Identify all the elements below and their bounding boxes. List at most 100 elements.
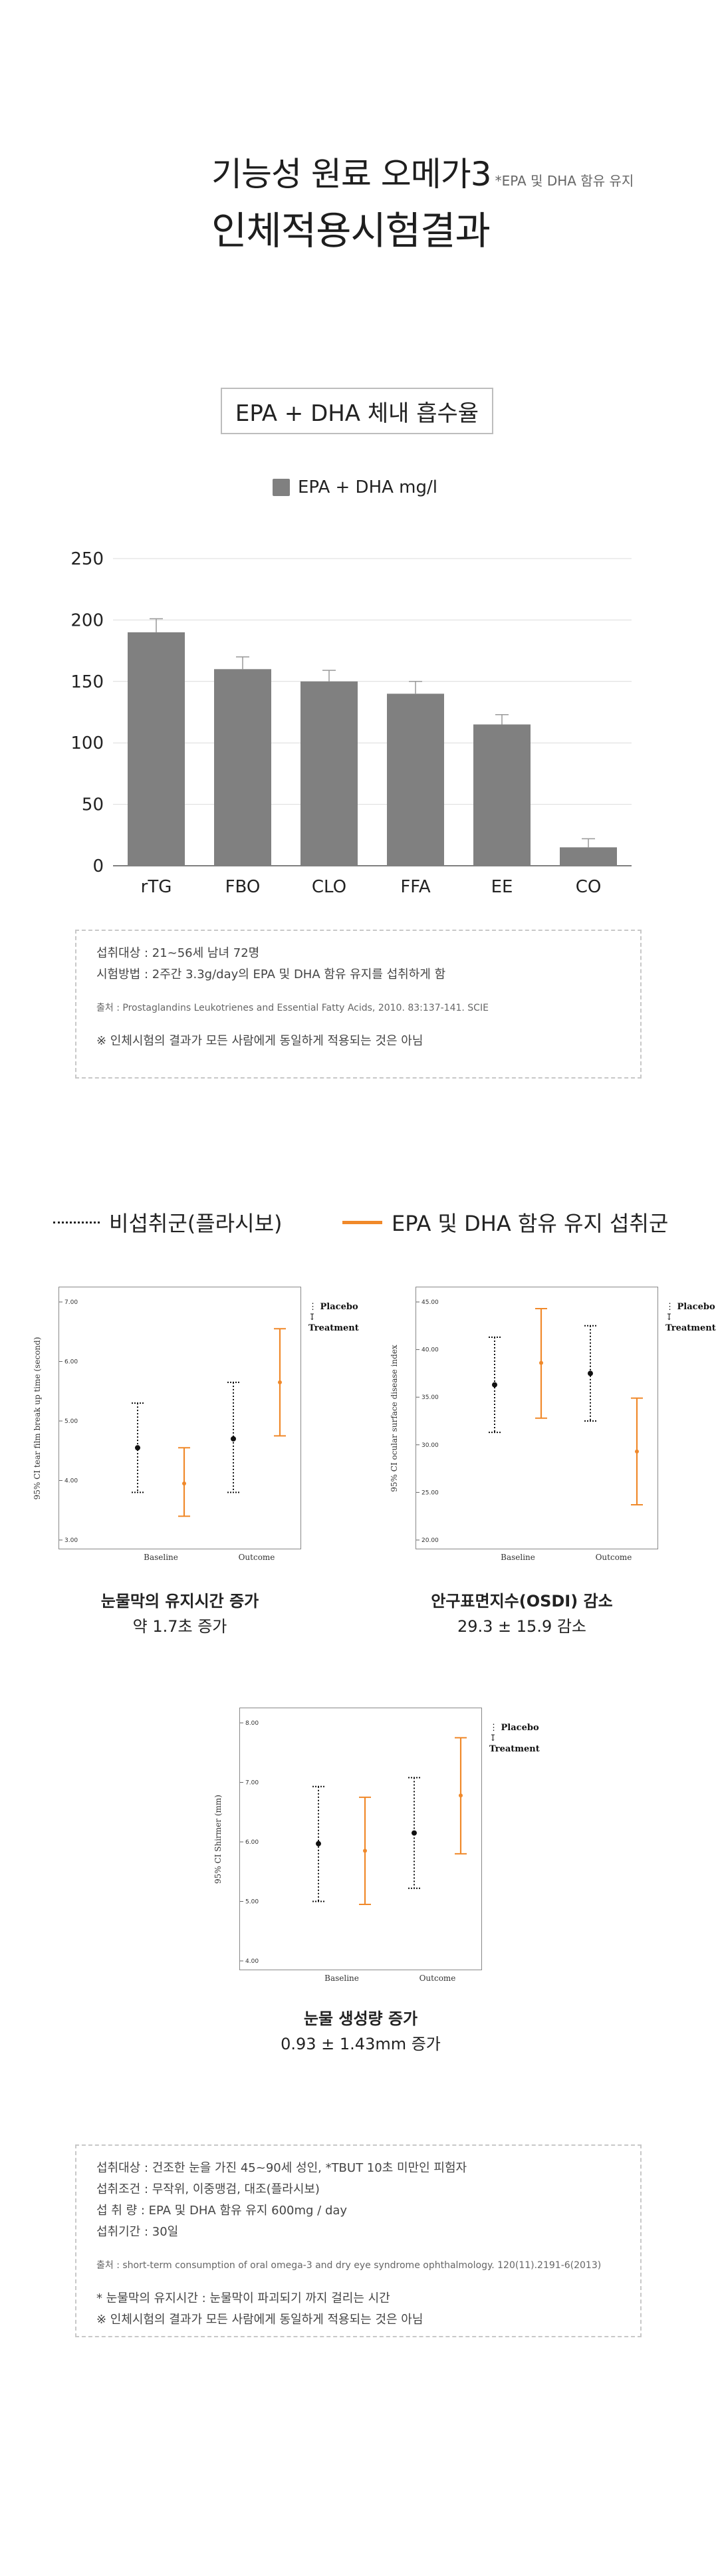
plot-shirmer: 4.00 5.00 6.00 7.00 8.00 Baseline Outcome 95% C… — [213, 1708, 540, 1983]
bar — [128, 632, 185, 866]
plot-legend-placebo-label: Placebo — [677, 1302, 715, 1312]
y-tick-label: 3.00 — [64, 1537, 78, 1544]
y-tick-label: 5.00 — [245, 1899, 259, 1906]
plot-legend: ⋮ Placebo ↧ Treatment — [308, 1302, 359, 1334]
placebo-mean-point — [316, 1841, 321, 1847]
y-tick-label: 40.00 — [421, 1347, 439, 1354]
y-tick-label: 20.00 — [421, 1537, 439, 1544]
y-tick-label: 6.00 — [64, 1359, 78, 1366]
y-tick-label: 7.00 — [64, 1299, 78, 1306]
x-tick-label: Baseline — [144, 1553, 178, 1562]
x-tick-label: EE — [491, 877, 513, 897]
x-tick-label: rTG — [141, 877, 172, 897]
y-tick-label: 5.00 — [64, 1418, 78, 1425]
note2-line4: 섭취기간 : 30일 — [96, 2225, 179, 2239]
plot-osdi: 20.00 25.00 30.00 35.00 40.00 45.00 Baseline Ou… — [390, 1287, 716, 1562]
title-note: *EPA 및 DHA 함유 유지 — [495, 173, 634, 189]
y-tick-label: 25.00 — [421, 1489, 439, 1496]
y-tick-label: 0 — [92, 856, 104, 876]
x-tick-label: CLO — [312, 877, 346, 897]
placebo-mean-point — [492, 1382, 497, 1388]
note2-line3: 섭 취 량 : EPA 및 DHA 함유 유지 600mg / day — [96, 2204, 348, 2218]
placebo-mean-point — [135, 1445, 140, 1451]
plot-legend-placebo: ⋮ Placebo — [665, 1302, 715, 1312]
ci-plot-canvas: 3.00 4.00 5.00 6.00 7.00 — [59, 1299, 286, 1544]
page-title: 기능성 원료 오메가3 *EPA 및 DHA 함유 유지 — [211, 148, 634, 195]
note-box-1: 섭취대상 : 21~56세 남녀 72명 시험방법 : 2주간 3.3g/day… — [75, 930, 642, 1079]
plot-legend-placebo: ⋮ Placebo — [308, 1302, 358, 1312]
y-tick-label: 200 — [70, 610, 104, 630]
placebo-line-icon — [53, 1221, 100, 1224]
y-tick-label: 100 — [70, 733, 104, 753]
legend-placebo-label: 비섭취군(플라시보) — [109, 1211, 283, 1236]
plot-legend-placebo: ⋮ Placebo — [489, 1723, 539, 1733]
y-tick-label: 7.00 — [245, 1780, 259, 1787]
treatment-mean-point — [182, 1481, 186, 1485]
x-tick-label: Outcome — [419, 1974, 456, 1983]
caption3-value: 0.93 ± 1.43mm 증가 — [281, 2035, 441, 2053]
legend-treatment-label: EPA 및 DHA 함유 유지 섭취군 — [392, 1211, 669, 1236]
note2-disclaimer: ※ 인체시험의 결과가 모든 사람에게 동일하게 적용되는 것은 아님 — [96, 2313, 423, 2327]
y-tick-label: 6.00 — [245, 1839, 259, 1846]
note1-source: 출처 : Prostaglandins Leukotrienes and Ess… — [96, 1003, 489, 1013]
bar — [473, 724, 531, 866]
note2-footnote: * 눈물막의 유지시간 : 눈물막이 파괴되기 까지 걸리는 시간 — [96, 2291, 390, 2305]
treatment-mean-point — [278, 1380, 282, 1384]
note1-line1: 섭취대상 : 21~56세 남녀 72명 — [96, 946, 260, 960]
ci-plot-canvas: 20.00 25.00 30.00 35.00 40.00 45.00 — [416, 1299, 643, 1544]
y-tick-label: 4.00 — [64, 1478, 78, 1485]
plot-tbut: 3.00 4.00 5.00 6.00 7.00 Baseline Outcome 95% C… — [33, 1287, 359, 1562]
y-axis-label: 95% CI Shirmer (mm) — [213, 1794, 223, 1884]
y-axis-label: 95% CI ocular surface disease index — [390, 1344, 399, 1492]
x-tick-label: Outcome — [595, 1553, 632, 1562]
section-title-box: EPA + DHA 체내 흡수율 — [221, 388, 493, 434]
bar — [560, 847, 617, 866]
y-tick-label: 4.00 — [245, 1958, 259, 1965]
note2-source: 출처 : short-term consumption of oral omeg… — [96, 2260, 602, 2271]
note2-line2: 섭취조건 : 무작위, 이중맹검, 대조(플라시보) — [96, 2182, 320, 2196]
plot-legend: ⋮ Placebo ↧ Treatment — [489, 1723, 540, 1755]
legend-label: EPA + DHA mg/l — [298, 477, 437, 497]
plot-legend-treatment: ↧ Treatment — [308, 1313, 359, 1333]
caption2-value: 29.3 ± 15.9 감소 — [457, 1617, 587, 1636]
ci-plot-canvas: 4.00 5.00 6.00 7.00 8.00 — [240, 1720, 467, 1965]
bar — [387, 694, 444, 866]
legend-treatment: EPA 및 DHA 함유 유지 섭취군 — [342, 1207, 668, 1237]
bar — [214, 669, 271, 866]
caption2-title: 안구표면지수(OSDI) 감소 — [431, 1592, 613, 1610]
placebo-mean-point — [231, 1436, 236, 1442]
plot-legend-placebo-label: Placebo — [320, 1302, 358, 1312]
y-tick-label: 45.00 — [421, 1299, 439, 1306]
plot-legend-treatment-label: Treatment — [308, 1323, 359, 1333]
plot-legend-placebo-label: Placebo — [501, 1723, 539, 1733]
placebo-mean-point — [588, 1370, 593, 1376]
note1-line2: 시험방법 : 2주간 3.3g/day의 EPA 및 DHA 함유 유지를 섭취… — [96, 967, 446, 981]
caption1-title: 눈물막의 유지시간 증가 — [100, 1592, 259, 1610]
x-tick-label: Baseline — [501, 1553, 535, 1562]
legend-placebo: 비섭취군(플라시보) — [53, 1207, 283, 1237]
note-box-2: 섭취대상 : 건조한 눈을 가진 45~90세 성인, *TBUT 10초 미만… — [75, 2144, 642, 2337]
caption1-value: 약 1.7초 증가 — [132, 1617, 227, 1636]
page-subtitle: 인체적용시험결과 — [211, 208, 491, 253]
x-tick-label: FBO — [225, 877, 261, 897]
caption3-title: 눈물 생성량 증가 — [303, 2009, 418, 2028]
y-tick-label: 50 — [82, 795, 104, 815]
plot-legend-treatment-label: Treatment — [489, 1744, 540, 1754]
treatment-mean-point — [635, 1449, 639, 1454]
plot-legend-treatment-label: Treatment — [665, 1323, 716, 1333]
y-tick-label: 8.00 — [245, 1720, 259, 1727]
plot-legend-treatment: ↧ Treatment — [665, 1313, 716, 1333]
treatment-mean-point — [363, 1849, 367, 1853]
y-tick-label: 150 — [70, 672, 104, 692]
y-tick-label: 35.00 — [421, 1394, 439, 1401]
x-tick-label: CO — [576, 877, 602, 897]
y-axis-label: 95% CI tear film break up time (second) — [33, 1337, 42, 1499]
plot-legend-treatment: ↧ Treatment — [489, 1734, 540, 1754]
placebo-mean-point — [412, 1830, 417, 1836]
x-tick-label: Baseline — [324, 1974, 359, 1983]
note2-line1: 섭취대상 : 건조한 눈을 가진 45~90세 성인, *TBUT 10초 미만… — [96, 2161, 467, 2175]
legend-swatch — [273, 479, 290, 496]
treatment-mean-point — [459, 1793, 463, 1798]
x-tick-label: Outcome — [238, 1553, 275, 1562]
bar-chart: 0 50 100 150 200 250 rTG FBO CLO FFA EE CO — [70, 549, 632, 897]
